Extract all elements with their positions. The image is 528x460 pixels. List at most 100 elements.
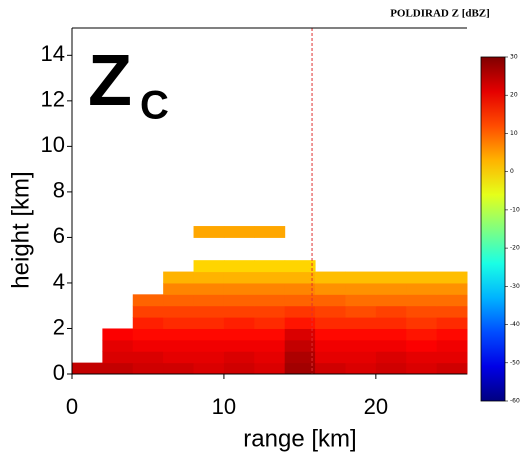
cell: [254, 305, 286, 318]
colorbar-tick-label: 0: [510, 168, 514, 175]
cell: [163, 271, 195, 284]
colorbar-tick-label: -30: [510, 283, 520, 290]
colorbar-tick-label: -10: [510, 206, 520, 213]
cell: [102, 362, 134, 375]
colorbar-tick-label: -20: [510, 245, 520, 252]
cell: [284, 271, 316, 284]
cell: [284, 294, 316, 307]
colorbar-tick-label: -60: [510, 398, 520, 405]
cell: [284, 282, 316, 295]
cell: [223, 317, 255, 329]
y-tick-label: 6: [53, 223, 65, 248]
cell: [223, 328, 255, 341]
cell: [223, 339, 255, 352]
cell: [284, 362, 316, 375]
cell: [375, 351, 407, 364]
cell: [223, 271, 255, 284]
cell: [193, 282, 225, 295]
cell: [406, 271, 438, 284]
cell: [163, 305, 195, 318]
cell: [163, 294, 195, 307]
y-tick-label: 2: [53, 314, 65, 339]
cell: [254, 328, 286, 341]
cell: [436, 351, 468, 364]
cell: [193, 317, 225, 329]
cell: [436, 317, 468, 329]
cell: [375, 328, 407, 341]
cell: [193, 260, 225, 273]
cell: [375, 294, 407, 307]
cell: [315, 339, 346, 352]
cell: [284, 339, 316, 352]
x-tick-label: 10: [212, 394, 236, 419]
cell: [193, 339, 225, 352]
cell: [102, 351, 134, 364]
cell: [406, 305, 438, 318]
cell: [315, 317, 346, 329]
x-tick-label: 20: [364, 394, 388, 419]
cell: [163, 362, 195, 375]
cell: [345, 362, 377, 375]
colorbar: [480, 56, 506, 402]
cell: [223, 260, 255, 273]
y-tick-label: 14: [41, 41, 65, 66]
cell: [163, 339, 195, 352]
cell: [315, 305, 346, 318]
colorbar-tick-label: -50: [510, 359, 520, 366]
cell: [223, 294, 255, 307]
cell: [375, 362, 407, 375]
cell: [132, 294, 164, 307]
cell: [132, 328, 164, 341]
cell: [375, 271, 407, 284]
annotation-subscript: C: [140, 84, 169, 128]
y-tick-label: 0: [53, 360, 65, 385]
cell: [132, 317, 164, 329]
y-tick-label: 8: [53, 178, 65, 203]
colorbar-title: POLDIRAD Z [dBZ]: [390, 8, 490, 20]
cell: [193, 305, 225, 318]
cell: [193, 328, 225, 341]
cell: [132, 351, 164, 364]
cell: [163, 282, 195, 295]
cell: [315, 294, 346, 307]
cell: [406, 351, 438, 364]
cell: [345, 305, 377, 318]
annotation: Z: [88, 41, 132, 121]
cell: [406, 339, 438, 352]
cell: [254, 294, 286, 307]
cell: [284, 260, 316, 273]
y-tick-label: 10: [41, 132, 65, 157]
cell: [163, 317, 195, 329]
cell: [406, 362, 438, 375]
cell: [436, 282, 468, 295]
cell: [163, 351, 195, 364]
cell: [193, 362, 225, 375]
cell: [254, 317, 286, 329]
colorbar-tick-label: 30: [510, 54, 518, 61]
cell: [406, 294, 438, 307]
cell: [436, 328, 468, 341]
cell: [375, 282, 407, 295]
cell: [406, 328, 438, 341]
cell: [254, 282, 286, 295]
cell: [406, 317, 438, 329]
cell: [315, 271, 346, 284]
cell: [436, 294, 468, 307]
cell: [436, 362, 468, 375]
cell: [284, 328, 316, 341]
cell: [163, 328, 195, 341]
cell: [345, 339, 377, 352]
cell: [345, 271, 377, 284]
colorbar-tick-label: 10: [510, 130, 518, 137]
cell: [193, 351, 225, 364]
cell: [193, 271, 225, 284]
cell: [345, 317, 377, 329]
cell: [284, 317, 316, 329]
cell: [406, 282, 438, 295]
cell: [315, 328, 346, 341]
cell: [436, 305, 468, 318]
y-tick-label: 12: [41, 87, 65, 112]
cell: [223, 362, 255, 375]
cell: [254, 271, 286, 284]
